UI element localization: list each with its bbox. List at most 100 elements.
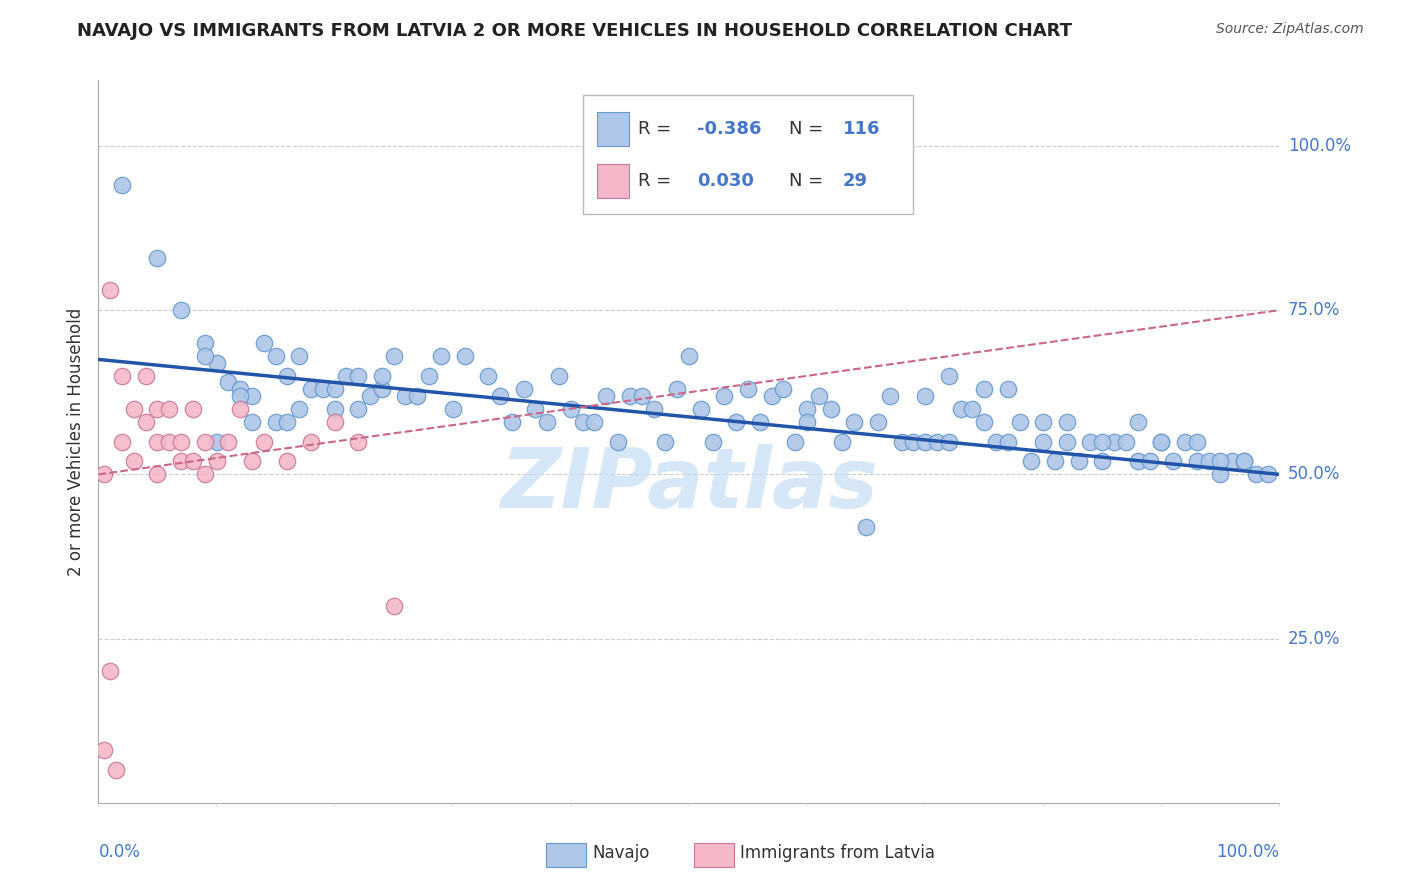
- Point: [796, 401, 818, 416]
- FancyBboxPatch shape: [546, 843, 586, 867]
- Point: [1209, 467, 1232, 482]
- Point: [619, 388, 641, 402]
- Point: [194, 336, 217, 351]
- Point: [1080, 434, 1102, 449]
- FancyBboxPatch shape: [582, 95, 914, 214]
- Point: [453, 349, 475, 363]
- Point: [135, 368, 157, 383]
- Point: [654, 434, 676, 449]
- Point: [382, 599, 405, 613]
- Point: [1161, 454, 1184, 468]
- Point: [973, 382, 995, 396]
- Point: [170, 303, 193, 318]
- Point: [1198, 454, 1220, 468]
- Point: [1220, 454, 1243, 468]
- Point: [1008, 415, 1031, 429]
- Point: [105, 763, 128, 777]
- Point: [512, 382, 534, 396]
- Point: [299, 434, 322, 449]
- Text: 0.0%: 0.0%: [98, 843, 141, 861]
- Point: [984, 434, 1007, 449]
- Point: [253, 434, 276, 449]
- Point: [938, 434, 960, 449]
- Point: [630, 388, 652, 402]
- Point: [1209, 454, 1232, 468]
- Point: [217, 434, 239, 449]
- Point: [170, 434, 193, 449]
- Point: [725, 415, 748, 429]
- Point: [477, 368, 499, 383]
- Point: [1102, 434, 1125, 449]
- Point: [111, 434, 134, 449]
- Point: [643, 401, 665, 416]
- Point: [441, 401, 464, 416]
- Point: [1091, 454, 1114, 468]
- Point: [1126, 454, 1149, 468]
- Point: [229, 401, 252, 416]
- Point: [217, 376, 239, 390]
- Text: 29: 29: [842, 172, 868, 190]
- Point: [583, 415, 606, 429]
- Point: [1233, 454, 1256, 468]
- Point: [135, 415, 157, 429]
- Point: [323, 415, 346, 429]
- Point: [240, 454, 263, 468]
- Point: [890, 434, 912, 449]
- Point: [98, 284, 121, 298]
- Point: [418, 368, 440, 383]
- Point: [347, 401, 370, 416]
- Point: [973, 415, 995, 429]
- Point: [689, 401, 711, 416]
- Point: [335, 368, 357, 383]
- Point: [194, 467, 217, 482]
- Point: [1257, 467, 1279, 482]
- Point: [1032, 434, 1054, 449]
- Point: [430, 349, 453, 363]
- Point: [276, 415, 298, 429]
- Point: [299, 382, 322, 396]
- Point: [796, 415, 818, 429]
- FancyBboxPatch shape: [596, 164, 628, 198]
- Text: 100.0%: 100.0%: [1216, 843, 1279, 861]
- Point: [347, 368, 370, 383]
- Point: [489, 388, 512, 402]
- Point: [820, 401, 842, 416]
- Point: [571, 415, 593, 429]
- Text: Source: ZipAtlas.com: Source: ZipAtlas.com: [1216, 22, 1364, 37]
- Point: [807, 388, 830, 402]
- Point: [98, 665, 121, 679]
- Point: [938, 368, 960, 383]
- Point: [371, 368, 394, 383]
- Point: [170, 454, 193, 468]
- Point: [288, 401, 311, 416]
- Point: [205, 454, 228, 468]
- Point: [146, 251, 169, 265]
- Point: [394, 388, 416, 402]
- Point: [748, 415, 770, 429]
- Point: [276, 368, 298, 383]
- Point: [1233, 454, 1256, 468]
- Point: [997, 382, 1019, 396]
- Point: [1185, 434, 1208, 449]
- Point: [240, 415, 263, 429]
- Point: [181, 454, 204, 468]
- Point: [276, 454, 298, 468]
- Point: [111, 368, 134, 383]
- Point: [1043, 454, 1066, 468]
- Point: [903, 434, 925, 449]
- Text: NAVAJO VS IMMIGRANTS FROM LATVIA 2 OR MORE VEHICLES IN HOUSEHOLD CORRELATION CHA: NAVAJO VS IMMIGRANTS FROM LATVIA 2 OR MO…: [77, 22, 1073, 40]
- Point: [288, 349, 311, 363]
- Point: [607, 434, 630, 449]
- Text: 0.030: 0.030: [697, 172, 754, 190]
- Y-axis label: 2 or more Vehicles in Household: 2 or more Vehicles in Household: [66, 308, 84, 575]
- FancyBboxPatch shape: [596, 112, 628, 145]
- Point: [879, 388, 901, 402]
- Point: [914, 388, 936, 402]
- Text: N =: N =: [789, 120, 830, 137]
- Point: [1115, 434, 1137, 449]
- Point: [1150, 434, 1173, 449]
- Point: [1056, 415, 1078, 429]
- Text: ZIPatlas: ZIPatlas: [501, 444, 877, 525]
- Point: [93, 743, 115, 757]
- Point: [240, 388, 263, 402]
